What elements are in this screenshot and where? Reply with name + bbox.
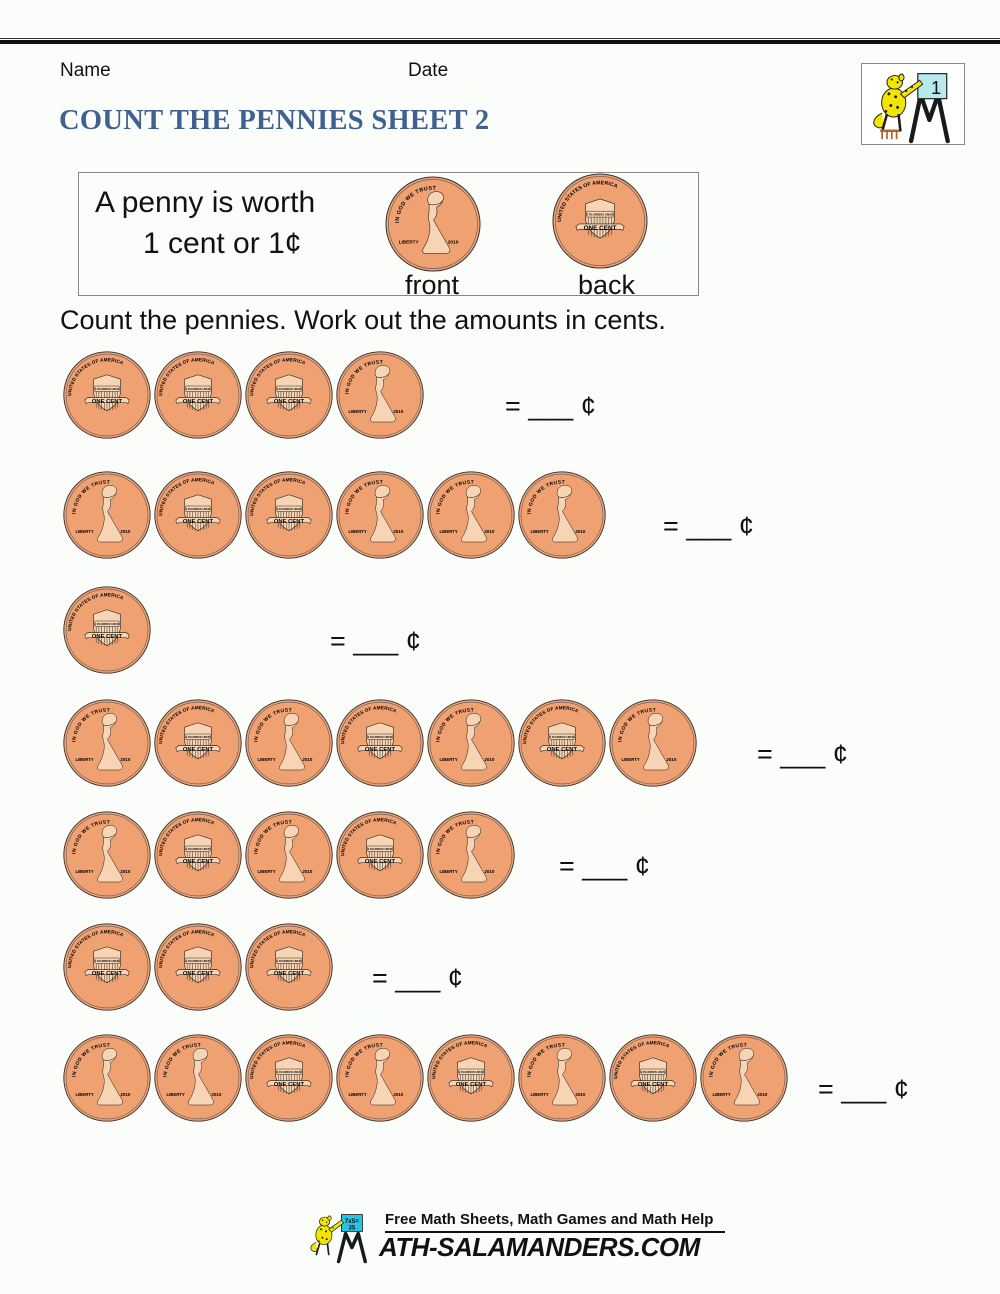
svg-text:35: 35 <box>348 1224 356 1231</box>
svg-text:1: 1 <box>931 77 941 98</box>
